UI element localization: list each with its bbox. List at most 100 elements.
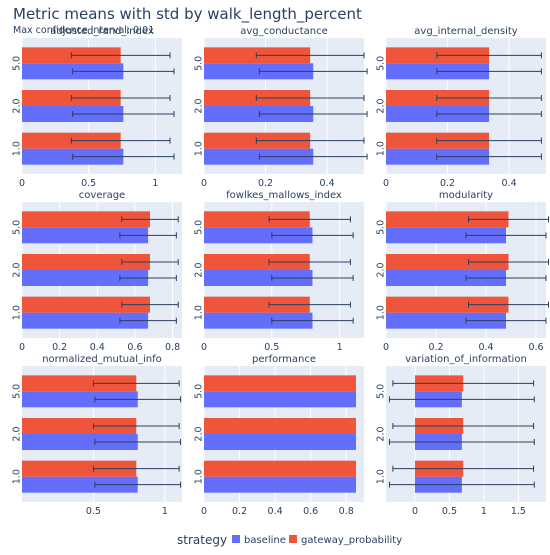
legend-swatch-gateway-probability[interactable] — [289, 535, 297, 543]
bar-baseline[interactable] — [204, 148, 314, 165]
bar-gateway-probability[interactable] — [22, 254, 150, 270]
bar-gateway-probability[interactable] — [204, 296, 310, 313]
bar-baseline[interactable] — [22, 391, 138, 408]
bar-gateway-probability[interactable] — [386, 254, 509, 270]
bar-baseline[interactable] — [22, 312, 149, 329]
bar-baseline[interactable] — [204, 434, 356, 450]
bar-baseline[interactable] — [204, 63, 314, 80]
x-tick-label: 0.2 — [440, 178, 455, 189]
x-tick-label: 0 — [19, 342, 25, 353]
y-tick-label: 1.0 — [375, 141, 386, 156]
bar-baseline[interactable] — [204, 106, 314, 122]
x-tick-label: 0.6 — [127, 342, 142, 353]
y-tick-label: 1.0 — [193, 469, 204, 484]
y-tick-label: 5.0 — [193, 384, 204, 399]
bar-gateway-probability[interactable] — [22, 211, 150, 228]
bar-gateway-probability[interactable] — [204, 418, 356, 434]
y-tick-label: 2.0 — [11, 262, 22, 277]
y-tick-label: 5.0 — [193, 56, 204, 71]
x-tick-label: 0.2 — [52, 342, 67, 353]
y-tick-label: 5.0 — [11, 384, 22, 399]
bar-gateway-probability[interactable] — [386, 296, 509, 313]
subplot-variation-of-information: 0 0.5 1 1.5 variation_of_information 1.0 2.0 5.… — [375, 354, 546, 517]
bar-baseline[interactable] — [386, 312, 506, 329]
y-tick-label: 5.0 — [11, 56, 22, 71]
subplot-title: fowlkes_mallows_index — [226, 190, 342, 201]
bar-baseline[interactable] — [204, 312, 313, 329]
bar-baseline[interactable] — [386, 270, 506, 286]
subplot-title: modularity — [439, 190, 493, 201]
bar-gateway-probability[interactable] — [386, 211, 509, 228]
x-tick-label: 0.6 — [303, 506, 318, 517]
x-tick-label: 1 — [152, 178, 158, 189]
y-tick-label: 1.0 — [193, 305, 204, 320]
y-tick-label: 1.0 — [375, 305, 386, 320]
subplot-fowlkes-mallows-index: 0 0.5 1 fowlkes_mallows_index 1.0 2.0 5.0 — [193, 190, 364, 353]
subplot-title: coverage — [79, 190, 125, 201]
bar-gateway-probability[interactable] — [204, 375, 356, 392]
y-tick-label: 2.0 — [193, 426, 204, 441]
legend-title: strategy — [177, 533, 227, 547]
x-tick-label: 0 — [383, 178, 389, 189]
chart-subtitle: Max confidence interval: 0.01 — [13, 25, 154, 36]
bar-gateway-probability[interactable] — [22, 460, 137, 477]
subplot-adjusted-rand-index: 0 0.5 1 adjusted_rand_index 1.0 2.0 5.0 — [11, 26, 182, 189]
legend-label-baseline[interactable]: baseline — [244, 535, 286, 546]
x-tick-label: 0.4 — [478, 342, 493, 353]
x-tick-label: 0.2 — [258, 178, 273, 189]
y-tick-label: 2.0 — [375, 426, 386, 441]
bar-gateway-probability[interactable] — [204, 254, 310, 270]
bar-gateway-probability[interactable] — [22, 418, 137, 434]
subplot-title: variation_of_information — [405, 354, 527, 365]
y-tick-label: 1.0 — [11, 141, 22, 156]
x-tick-label: 1.5 — [511, 506, 526, 517]
bar-gateway-probability[interactable] — [204, 211, 310, 228]
bar-baseline[interactable] — [386, 227, 506, 244]
legend-swatch-baseline[interactable] — [232, 535, 240, 543]
y-tick-label: 2.0 — [193, 262, 204, 277]
y-tick-label: 2.0 — [375, 262, 386, 277]
y-tick-label: 5.0 — [193, 220, 204, 235]
y-tick-label: 2.0 — [193, 98, 204, 113]
y-tick-label: 1.0 — [11, 469, 22, 484]
bar-baseline[interactable] — [22, 270, 149, 286]
y-tick-label: 2.0 — [11, 98, 22, 113]
x-tick-label: 0.4 — [90, 342, 105, 353]
x-tick-label: 0.2 — [232, 506, 247, 517]
x-tick-label: 0.8 — [339, 506, 354, 517]
x-tick-label: 0.5 — [81, 178, 96, 189]
bar-baseline[interactable] — [204, 476, 356, 493]
y-tick-label: 2.0 — [11, 426, 22, 441]
subplot-avg-internal-density: 0 0.2 0.4 avg_internal_density 1.0 2.0 5.0 — [375, 26, 546, 189]
subplot-title: performance — [252, 354, 316, 365]
x-tick-label: 0.4 — [320, 178, 335, 189]
subplot-avg-conductance: 0 0.2 0.4 avg_conductance 1.0 2.0 5.0 — [193, 26, 368, 189]
x-tick-label: 0.5 — [86, 506, 101, 517]
bar-baseline[interactable] — [204, 391, 356, 408]
x-tick-label: 1 — [162, 506, 168, 517]
x-tick-label: 0 — [201, 342, 207, 353]
x-tick-label: 1 — [481, 506, 487, 517]
bar-baseline[interactable] — [22, 434, 138, 450]
y-tick-label: 5.0 — [11, 220, 22, 235]
bar-gateway-probability[interactable] — [22, 296, 150, 313]
bar-gateway-probability[interactable] — [22, 375, 137, 392]
x-tick-label: 0.4 — [502, 178, 517, 189]
y-tick-label: 1.0 — [375, 469, 386, 484]
x-tick-label: 1 — [337, 342, 343, 353]
bar-gateway-probability[interactable] — [204, 460, 356, 477]
x-tick-label: 0.5 — [442, 506, 457, 517]
legend-label-gateway-probability[interactable]: gateway_probability — [301, 535, 402, 546]
bar-baseline[interactable] — [204, 227, 313, 244]
x-tick-label: 0 — [19, 178, 25, 189]
bar-baseline[interactable] — [204, 270, 313, 286]
y-tick-label: 5.0 — [375, 384, 386, 399]
bar-baseline[interactable] — [22, 227, 149, 244]
x-tick-label: 0 — [201, 506, 207, 517]
x-tick-label: 0.8 — [165, 342, 180, 353]
subplot-title: avg_conductance — [240, 26, 328, 37]
bar-baseline[interactable] — [22, 476, 138, 493]
subplot-title: adjusted_rand_index — [50, 26, 154, 37]
